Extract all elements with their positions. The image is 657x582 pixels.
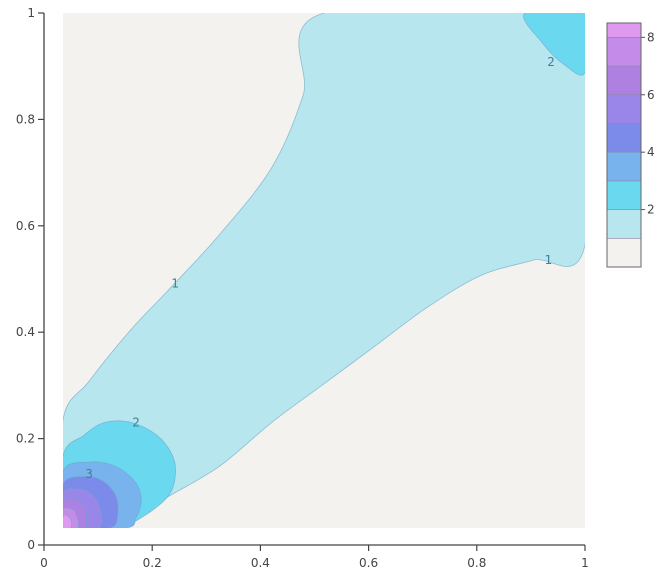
colorbar-swatch-7 [606, 37, 642, 67]
colorbar-swatch-3 [606, 151, 642, 182]
colorbar-tick-label-1: 4 [647, 145, 655, 159]
contour-label-2: 2 [132, 415, 140, 429]
x-tick-label-5: 1 [581, 556, 589, 570]
contour-label-4: 3 [85, 467, 93, 481]
x-tick-label-4: 0.8 [467, 556, 486, 570]
contour-label-0: 1 [171, 276, 179, 290]
x-tick-label-1: 0.2 [143, 556, 162, 570]
colorbar-swatch-0 [606, 237, 642, 268]
contour-band-level-8-8 [63, 514, 72, 528]
y-tick-label-5: 1 [27, 6, 35, 20]
y-tick-label-4: 0.8 [16, 112, 35, 126]
contour-label-1: 1 [545, 253, 553, 267]
y-tick-label-2: 0.4 [16, 325, 35, 339]
contour-labels: 1 1 2 2 3 [85, 55, 555, 481]
contour-label-3: 2 [547, 55, 555, 69]
contour-band-level-1-0 [63, 13, 585, 528]
colorbar-swatch-2 [606, 180, 642, 210]
x-tick-label-3: 0.6 [359, 556, 378, 570]
y-tick-label-0: 0 [27, 538, 35, 552]
contour-band-level-2-2 [523, 13, 585, 76]
x-tick-label-0: 0 [40, 556, 48, 570]
x-tick-label-2: 0.4 [251, 556, 270, 570]
colorbar-frame [606, 22, 642, 268]
colorbar-swatch-8 [606, 22, 642, 38]
colorbar-tick-label-2: 6 [647, 88, 655, 102]
plot-area [63, 13, 585, 528]
colorbar-swatch-5 [606, 94, 642, 124]
colorbar-swatch-6 [606, 65, 642, 96]
axes: 0 0.2 0.4 0.6 0.8 1 0 0.2 0.4 0.6 0.8 1 [16, 6, 589, 570]
colorbar-swatch-4 [606, 123, 642, 153]
y-tick-label-1: 0.2 [16, 432, 35, 446]
colorbar-tick-label-3: 8 [647, 30, 655, 44]
colorbar: 2 4 6 8 [606, 22, 655, 268]
colorbar-swatch-1 [606, 209, 642, 239]
y-tick-label-3: 0.6 [16, 219, 35, 233]
colorbar-tick-label-0: 2 [647, 203, 655, 217]
